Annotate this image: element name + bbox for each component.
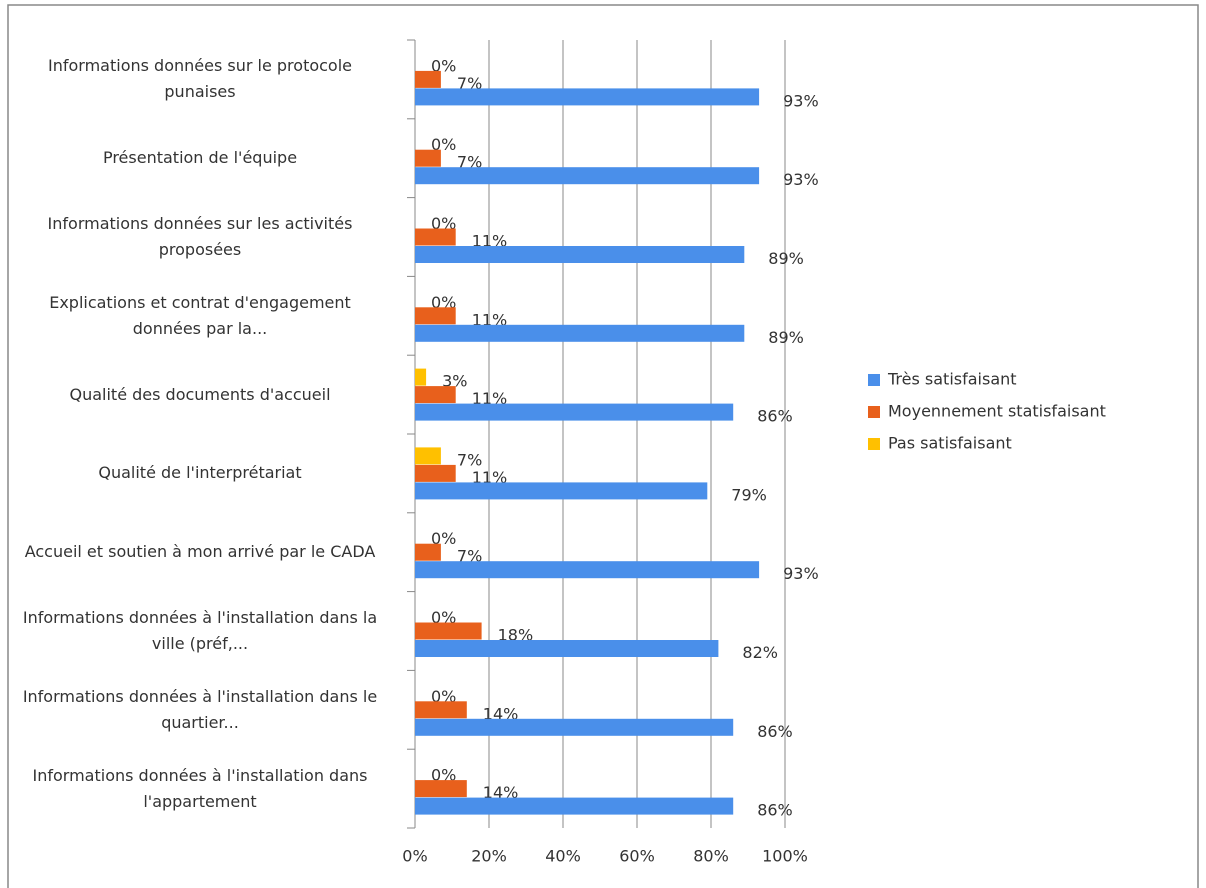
bar [415,622,482,640]
legend-swatch [868,374,880,386]
bar [415,543,441,561]
value-label: 7% [457,547,482,566]
value-label: 0% [431,135,456,154]
value-label: 0% [431,687,456,706]
bar [415,324,745,342]
value-label: 0% [431,529,456,548]
category-label: Informations données sur le protocole pu… [48,56,352,102]
bar [415,386,456,404]
bar [415,464,456,482]
category-label: Qualité de l'interprétariat [98,463,302,483]
value-label: 82% [742,643,778,662]
value-label: 0% [431,56,456,75]
category-label: Explications et contrat d'engagement don… [49,292,351,338]
value-label: 0% [431,766,456,785]
value-label: 0% [431,293,456,312]
bar [415,482,708,500]
value-label: 11% [472,310,508,329]
value-label: 89% [768,328,804,347]
value-label: 79% [731,485,767,504]
category-label: Présentation de l'équipe [102,148,298,168]
category-label: Qualité des documents d'accueil [69,384,331,404]
bar [415,447,441,465]
legend-label: Très satisfaisant [887,370,1017,389]
bar [415,561,760,579]
bar [415,718,734,736]
bar [415,701,467,719]
bar [415,307,456,325]
category-label: Informations données sur les activités p… [47,213,353,259]
value-label: 0% [431,214,456,233]
value-label: 86% [757,722,793,741]
category-label: Accueil et soutien à mon arrivé par le C… [24,542,376,562]
bar [415,368,427,386]
value-label: 89% [768,249,804,268]
bar [415,246,745,263]
category-label: Informations données à l'installation da… [22,607,378,653]
category-label: Informations données à l'installation da… [22,686,378,732]
x-tick-label: 0% [402,847,427,866]
category-label: Informations données à l'installation da… [32,765,368,811]
value-label: 7% [457,450,482,469]
value-label: 93% [783,170,819,189]
legend-label: Pas satisfaisant [888,434,1012,453]
bar [415,403,734,421]
x-tick-label: 100% [762,847,808,866]
bar [415,167,760,185]
bar [415,228,456,246]
value-label: 93% [783,91,819,110]
value-label: 3% [442,372,467,391]
value-label: 7% [457,153,482,172]
bar [415,797,734,815]
x-tick-label: 40% [545,847,581,866]
x-tick-label: 60% [619,847,655,866]
value-label: 14% [483,783,519,802]
value-label: 18% [498,626,534,645]
value-label: 7% [457,74,482,93]
bar [415,149,441,167]
value-label: 86% [757,801,793,820]
value-label: 86% [757,407,793,426]
legend-label: Moyennement statisfaisant [888,402,1106,421]
bar [415,70,441,88]
bar [415,640,719,657]
legend-swatch [868,438,880,450]
bar [415,780,467,798]
value-label: 11% [472,389,508,408]
bar [415,88,760,106]
x-tick-label: 20% [471,847,507,866]
value-label: 11% [472,468,508,487]
value-label: 0% [431,608,456,627]
legend-swatch [868,406,880,418]
value-label: 14% [483,704,519,723]
value-label: 11% [472,232,508,251]
value-label: 93% [783,564,819,583]
chart-border [7,4,1199,888]
x-tick-label: 80% [693,847,729,866]
